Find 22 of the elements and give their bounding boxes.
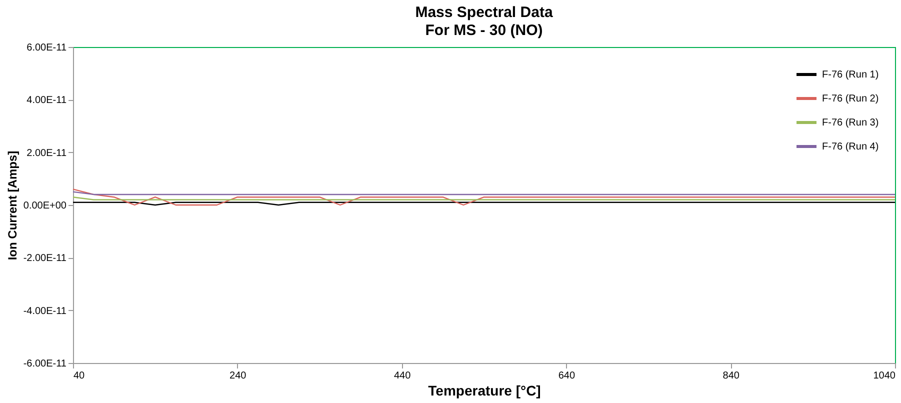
legend-label: F-76 (Run 4) <box>822 142 879 152</box>
x-tick-label: 1040 <box>873 370 896 382</box>
x-tick-label: 440 <box>394 370 412 382</box>
legend-label: F-76 (Run 3) <box>822 118 879 128</box>
chart-subtitle: For MS - 30 (NO) <box>425 22 543 39</box>
y-tick-label: -2.00E-11 <box>23 253 67 264</box>
y-tick-label: 2.00E-11 <box>26 148 67 159</box>
y-tick-label: -4.00E-11 <box>23 306 67 317</box>
y-tick-label: 4.00E-11 <box>26 95 67 106</box>
x-tick-label: 240 <box>230 370 247 382</box>
y-tick-label: -6.00E-11 <box>23 358 67 370</box>
legend-label: F-76 (Run 1) <box>822 70 879 80</box>
x-tick-label: 840 <box>722 370 740 382</box>
x-tick-label: 40 <box>74 370 86 382</box>
x-tick-label: 640 <box>558 370 576 382</box>
y-tick-label: 0.00E+00 <box>23 200 67 212</box>
y-axis-title: Ion Current [Amps] <box>5 150 20 260</box>
y-tick-label: 6.00E-11 <box>26 42 67 54</box>
x-axis-title: Temperature [°C] <box>428 382 541 398</box>
legend-label: F-76 (Run 2) <box>822 94 879 104</box>
line-series <box>72 188 896 206</box>
chart-title: Mass Spectral Data <box>415 4 554 21</box>
